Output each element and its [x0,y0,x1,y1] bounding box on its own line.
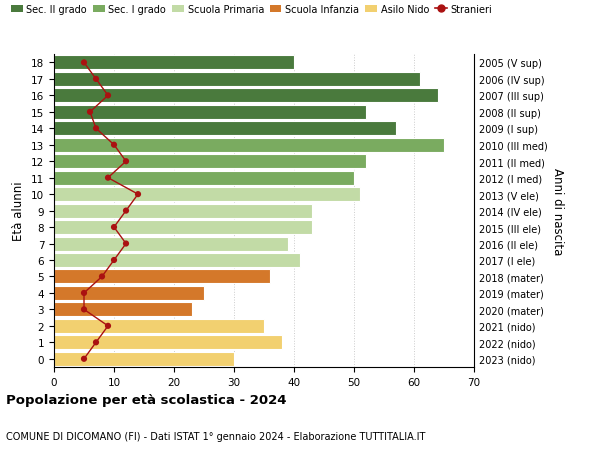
Point [91,339,101,346]
Point [121,241,131,248]
Text: Popolazione per età scolastica - 2024: Popolazione per età scolastica - 2024 [6,393,287,406]
Bar [54,122,396,136]
Point [133,191,143,198]
Bar [54,155,366,169]
Bar [54,204,312,218]
Y-axis label: Anni di nascita: Anni di nascita [551,168,564,255]
Point [79,306,89,313]
Point [91,76,101,84]
Bar [54,319,264,333]
Point [109,142,119,149]
Y-axis label: Età alunni: Età alunni [13,181,25,241]
Point [103,92,113,100]
Bar [54,270,270,284]
Bar [54,221,312,235]
Point [109,224,119,231]
Bar [54,237,288,251]
Point [109,257,119,264]
Point [97,273,107,280]
Point [79,60,89,67]
Bar [54,89,438,103]
Bar [54,56,294,70]
Point [79,290,89,297]
Text: COMUNE DI DICOMANO (FI) - Dati ISTAT 1° gennaio 2024 - Elaborazione TUTTITALIA.I: COMUNE DI DICOMANO (FI) - Dati ISTAT 1° … [6,431,425,441]
Bar [54,303,192,317]
Point [121,207,131,215]
Bar [54,336,282,350]
Bar [54,171,354,185]
Point [79,355,89,363]
Bar [54,73,420,87]
Bar [54,253,300,268]
Bar [54,188,360,202]
Bar [54,352,234,366]
Point [91,125,101,133]
Legend: Sec. II grado, Sec. I grado, Scuola Primaria, Scuola Infanzia, Asilo Nido, Stran: Sec. II grado, Sec. I grado, Scuola Prim… [11,5,492,15]
Point [103,323,113,330]
Point [103,174,113,182]
Bar [54,139,444,152]
Point [85,109,95,116]
Point [121,158,131,166]
Bar [54,286,204,300]
Bar [54,106,366,119]
